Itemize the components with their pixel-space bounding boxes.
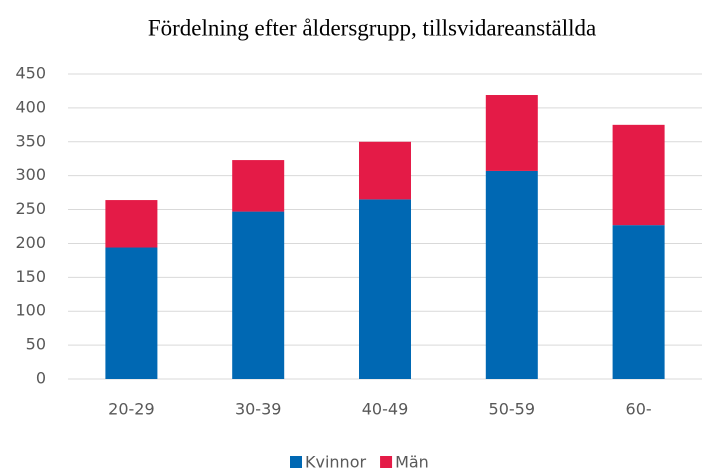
y-tick-label: 350	[15, 131, 46, 150]
y-tick-label: 0	[36, 369, 46, 388]
y-tick-label: 300	[15, 165, 46, 184]
bar-segment	[232, 160, 285, 212]
bar-segment	[359, 199, 411, 379]
x-tick-label: 30-39	[235, 400, 282, 419]
y-tick-label: 150	[15, 267, 46, 286]
legend-label: Män	[395, 453, 429, 472]
bar-segment	[232, 211, 285, 379]
bar-segment	[105, 247, 158, 379]
bar-segment	[485, 170, 538, 379]
legend-swatch	[380, 456, 393, 468]
bar-segment	[359, 141, 411, 200]
legend-label: Kvinnor	[305, 453, 366, 472]
y-tick-label: 400	[15, 97, 46, 116]
y-tick-label: 50	[26, 335, 46, 354]
x-tick-label: 20-29	[108, 400, 155, 419]
x-tick-label: 40-49	[362, 400, 409, 419]
y-tick-label: 250	[15, 199, 46, 218]
x-tick-label: 50-59	[489, 400, 536, 419]
bar-segment	[612, 225, 665, 379]
x-tick-label: 60-	[626, 400, 652, 419]
bar-segment	[485, 95, 538, 171]
y-tick-label: 100	[15, 301, 46, 320]
chart-title: Fördelning efter åldersgrupp, tillsvidar…	[148, 15, 596, 40]
bar-segment	[105, 200, 158, 248]
bar-segment	[612, 124, 665, 226]
legend-swatch	[290, 456, 302, 468]
y-tick-label: 200	[15, 233, 46, 252]
y-tick-label: 450	[15, 64, 46, 83]
